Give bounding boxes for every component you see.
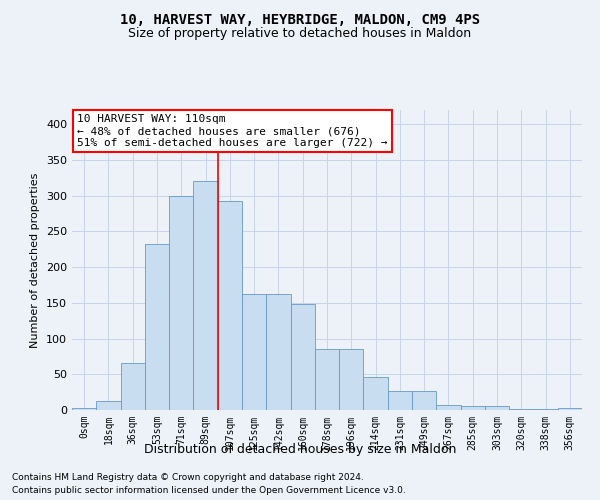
Text: Distribution of detached houses by size in Maldon: Distribution of detached houses by size … [144,444,456,456]
Bar [315,350,339,410]
Bar [436,405,461,410]
Bar [461,406,485,410]
Bar [72,408,96,410]
Bar [339,350,364,410]
Bar [266,294,290,410]
Text: 10, HARVEST WAY, HEYBRIDGE, MALDON, CM9 4PS: 10, HARVEST WAY, HEYBRIDGE, MALDON, CM9 … [120,12,480,26]
Text: Contains HM Land Registry data © Crown copyright and database right 2024.: Contains HM Land Registry data © Crown c… [12,474,364,482]
Bar [121,363,145,410]
Bar [290,304,315,410]
Bar [558,408,582,410]
Bar [485,406,509,410]
Y-axis label: Number of detached properties: Number of detached properties [31,172,40,348]
Bar [218,200,242,410]
Bar [145,244,169,410]
Bar [96,400,121,410]
Bar [412,390,436,410]
Bar [242,294,266,410]
Bar [364,377,388,410]
Text: Size of property relative to detached houses in Maldon: Size of property relative to detached ho… [128,28,472,40]
Bar [388,390,412,410]
Text: 10 HARVEST WAY: 110sqm
← 48% of detached houses are smaller (676)
51% of semi-de: 10 HARVEST WAY: 110sqm ← 48% of detached… [77,114,388,148]
Bar [193,182,218,410]
Bar [169,196,193,410]
Text: Contains public sector information licensed under the Open Government Licence v3: Contains public sector information licen… [12,486,406,495]
